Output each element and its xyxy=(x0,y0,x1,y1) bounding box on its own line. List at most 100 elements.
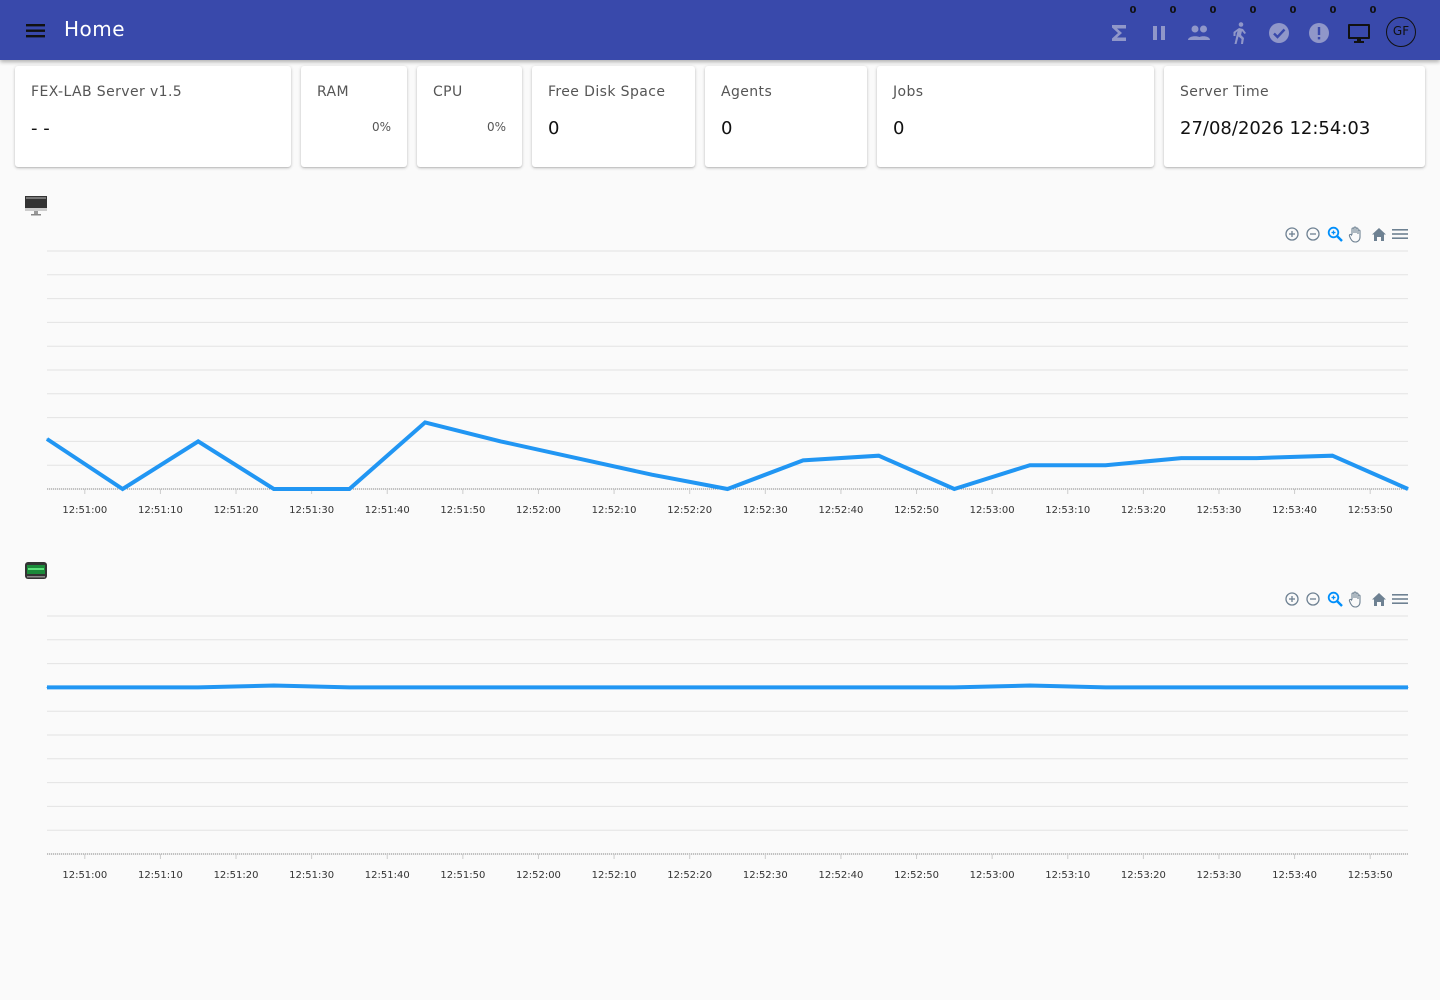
x-tick-label: 12:52:20 xyxy=(667,870,712,881)
card-title: Agents xyxy=(721,84,773,100)
x-tick-label: 12:52:00 xyxy=(516,870,561,881)
data-point xyxy=(953,686,955,688)
x-tick-label: 12:52:10 xyxy=(592,505,637,516)
x-tick-label: 12:52:40 xyxy=(818,870,863,881)
x-tick-label: 12:53:10 xyxy=(1045,505,1090,516)
monitor-icon xyxy=(24,195,50,217)
ram-line-chart: 12:51:00 12:51:10 12:51:20 12:51:30 12:51:40… xyxy=(46,615,1409,881)
data-point xyxy=(1029,684,1031,686)
data-point xyxy=(1407,686,1409,688)
x-tick-label: 12:53:20 xyxy=(1121,505,1166,516)
card-value: 0 xyxy=(548,118,560,139)
x-tick-label: 12:53:00 xyxy=(970,870,1015,881)
zoom-select-icon[interactable] xyxy=(1326,590,1344,608)
desktop-count: 0 xyxy=(1369,5,1377,16)
x-tick-label: 12:51:20 xyxy=(214,870,259,881)
data-point xyxy=(651,474,653,476)
menu-lines-icon[interactable] xyxy=(1391,225,1409,243)
check-count: 0 xyxy=(1289,5,1297,16)
zoom-in-icon[interactable] xyxy=(1283,590,1301,608)
zoom-out-icon[interactable] xyxy=(1304,590,1322,608)
x-tick-label: 12:51:00 xyxy=(62,870,107,881)
pause-icon[interactable] xyxy=(1146,20,1172,46)
sigma-icon[interactable] xyxy=(1106,20,1132,46)
data-point xyxy=(1407,488,1409,490)
zoom-select-icon[interactable] xyxy=(1326,225,1344,243)
x-tick-label: 12:52:40 xyxy=(818,505,863,516)
zoom-out-icon[interactable] xyxy=(1304,225,1322,243)
x-tick-label: 12:53:50 xyxy=(1348,505,1393,516)
avatar[interactable]: GF xyxy=(1386,17,1416,47)
data-point xyxy=(727,686,728,688)
zoom-in-icon[interactable] xyxy=(1283,225,1301,243)
home-icon[interactable] xyxy=(1370,225,1388,243)
card-title: CPU xyxy=(433,84,463,100)
data-point xyxy=(1180,686,1182,688)
series-line xyxy=(45,420,1409,492)
people-count: 0 xyxy=(1209,5,1217,16)
x-tick-label: 12:51:00 xyxy=(62,505,107,516)
card-title: RAM xyxy=(317,84,350,100)
data-point xyxy=(1256,686,1258,688)
data-point xyxy=(197,440,199,442)
x-tick-label: 12:53:30 xyxy=(1197,870,1242,881)
server-time-card: Server Time 27/08/2026 12:54:03 xyxy=(1164,66,1425,167)
x-tick-label: 12:53:20 xyxy=(1121,870,1166,881)
error-icon[interactable] xyxy=(1306,20,1332,46)
error-count: 0 xyxy=(1329,5,1337,16)
pan-hand-icon[interactable] xyxy=(1347,225,1365,243)
run-icon[interactable] xyxy=(1226,20,1252,46)
x-tick-label: 12:52:30 xyxy=(743,505,788,516)
data-point xyxy=(575,457,577,459)
pause-count: 0 xyxy=(1169,5,1177,16)
pan-hand-icon[interactable] xyxy=(1347,590,1365,608)
data-point xyxy=(953,488,955,490)
server-card: FEX-LAB Server v1.5 - - xyxy=(15,66,291,167)
x-tick-label: 12:51:50 xyxy=(440,505,485,516)
menu-lines-icon[interactable] xyxy=(1391,590,1409,608)
jobs-card: Jobs 0 xyxy=(877,66,1154,167)
desktop-icon[interactable] xyxy=(1346,20,1372,46)
menu-icon[interactable] xyxy=(22,18,50,44)
data-point xyxy=(802,459,804,461)
data-point xyxy=(348,686,350,688)
x-tick-label: 12:51:40 xyxy=(365,505,410,516)
x-tick-label: 12:52:10 xyxy=(592,870,637,881)
cpu-card: CPU 0% xyxy=(417,66,522,167)
x-tick-label: 12:52:50 xyxy=(894,870,939,881)
x-tick-label: 12:52:30 xyxy=(743,870,788,881)
card-percent: 0% xyxy=(486,120,506,134)
data-point xyxy=(1180,457,1182,459)
x-tick-label: 12:51:20 xyxy=(214,505,259,516)
people-icon[interactable] xyxy=(1186,20,1212,46)
x-tick-label: 12:53:50 xyxy=(1348,870,1393,881)
check-circle-icon[interactable] xyxy=(1266,20,1292,46)
data-point xyxy=(273,684,275,686)
data-point xyxy=(575,686,577,688)
run-count: 0 xyxy=(1249,5,1257,16)
data-point xyxy=(802,686,804,688)
x-tick-label: 12:53:10 xyxy=(1045,870,1090,881)
data-point xyxy=(1331,455,1333,457)
agents-card: Agents 0 xyxy=(705,66,867,167)
x-tick-label: 12:52:50 xyxy=(894,505,939,516)
data-point xyxy=(348,488,350,490)
data-point xyxy=(197,686,199,688)
data-point xyxy=(727,488,728,490)
data-point xyxy=(424,421,426,423)
ram-card: RAM 0% xyxy=(301,66,407,167)
card-percent: 0% xyxy=(371,120,391,134)
data-point xyxy=(1105,686,1107,688)
card-title: Jobs xyxy=(893,84,924,100)
x-tick-label: 12:51:40 xyxy=(365,870,410,881)
data-point xyxy=(500,686,502,688)
card-title: Free Disk Space xyxy=(548,84,666,100)
data-point xyxy=(46,686,48,688)
data-point xyxy=(1256,457,1258,459)
x-tick-label: 12:53:40 xyxy=(1272,505,1317,516)
x-tick-label: 12:51:10 xyxy=(138,870,183,881)
home-icon[interactable] xyxy=(1370,590,1388,608)
x-tick-label: 12:52:00 xyxy=(516,505,561,516)
pc-icon xyxy=(24,560,50,582)
card-value: - - xyxy=(31,118,50,139)
